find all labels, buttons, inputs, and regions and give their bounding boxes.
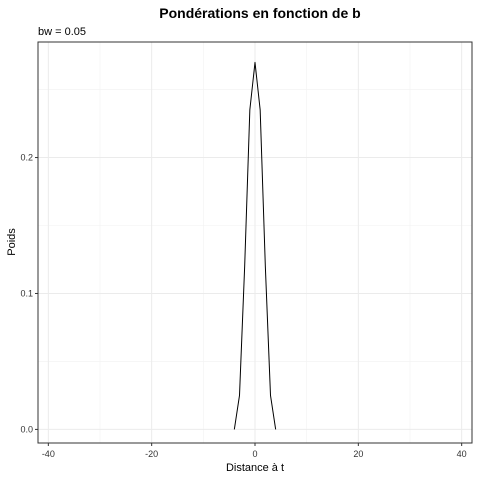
y-tick-label: 0.2 [20, 153, 33, 163]
x-axis-ticks: -40 -20 0 20 40 [42, 443, 467, 459]
series-layer [233, 61, 277, 430]
chart-title: Pondérations en fonction de b [159, 5, 360, 21]
y-axis-title: Poids [6, 228, 18, 256]
grid-major [38, 42, 472, 443]
chart-subtitle: bw = 0.05 [38, 26, 86, 38]
series-line [233, 61, 277, 430]
x-tick-label: 40 [457, 449, 467, 459]
x-axis-title: Distance à t [226, 462, 284, 474]
x-tick-label: 20 [353, 449, 363, 459]
y-tick-label: 0.1 [20, 288, 33, 298]
x-tick-label: -20 [145, 449, 158, 459]
x-tick-label: 0 [252, 449, 257, 459]
y-tick-label: 0.0 [20, 424, 33, 434]
x-tick-label: -40 [42, 449, 55, 459]
y-axis-ticks: 0.0 0.1 0.2 [20, 153, 38, 434]
